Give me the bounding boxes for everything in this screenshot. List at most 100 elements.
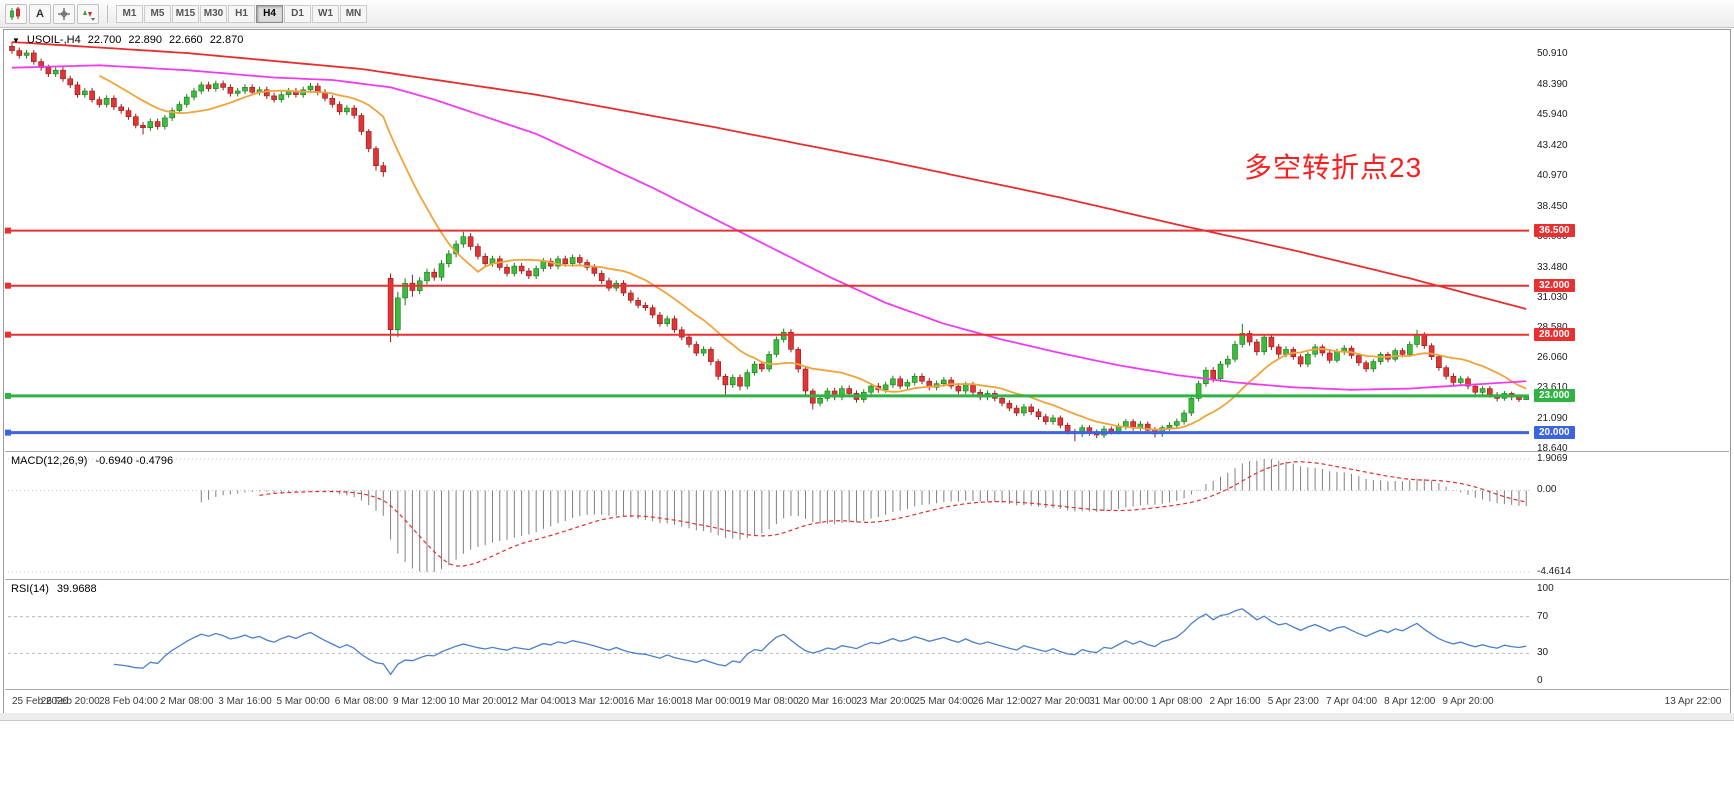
ma-fast-line <box>98 74 1527 431</box>
time-tick-label: 2 Mar 08:00 <box>160 696 214 707</box>
timeframe-button-w1[interactable]: W1 <box>312 4 339 23</box>
time-tick-label: 20 Mar 16:00 <box>797 696 857 707</box>
rsi-axis: 100 70 30 0 <box>1531 581 1731 688</box>
annotation-text[interactable]: 多空转折点23 <box>1244 152 1423 183</box>
time-tick-label: 5 Mar 00:00 <box>276 696 330 707</box>
time-tick-label: 13 Mar 12:00 <box>564 696 624 707</box>
time-tick-label: 13 Apr 22:00 <box>1664 696 1722 707</box>
ohlc-low: 22.660 <box>169 34 203 46</box>
time-tick-label: 9 Apr 20:00 <box>1442 696 1494 707</box>
ma-slow-line <box>11 41 1527 310</box>
price-tick-label: 40.970 <box>1537 169 1568 181</box>
price-tick-label: 48.390 <box>1537 79 1568 90</box>
macd-scale-zero: 0.00 <box>1537 484 1557 496</box>
toolbar-button-new-order[interactable] <box>77 3 99 24</box>
price-badge-23.000: 23.000 <box>1534 388 1575 402</box>
macd-scale-max: 1.9069 <box>1537 453 1568 464</box>
price-badge-28.000: 28.000 <box>1534 327 1575 341</box>
rsi-line <box>113 608 1527 676</box>
chart-title: ▼ USOIL-,H4 22.700 22.890 22.660 22.870 <box>12 34 250 46</box>
rsi-scale-label: 70 <box>1537 610 1549 622</box>
top-toolbar: A M1 M5 M15 M30 H1 H4 D1 W1 MN <box>0 0 1734 28</box>
ohlc-close: 22.870 <box>209 34 244 46</box>
macd-pane[interactable] <box>5 453 1531 578</box>
price-axis[interactable]: 50.91048.39045.94043.42040.97038.45036.0… <box>1531 30 1731 690</box>
time-tick-label: 18 Mar 00:00 <box>681 696 741 707</box>
toolbar-button-candlestick-chart[interactable] <box>5 3 27 24</box>
price-tick-label: 31.030 <box>1537 291 1568 303</box>
main-price-pane[interactable] <box>5 31 1531 451</box>
macd-values: -0.6940 -0.4796 <box>95 455 174 467</box>
timeframe-button-d1[interactable]: D1 <box>284 4 311 23</box>
timeframe-button-m1[interactable]: M1 <box>116 4 143 23</box>
pane-divider-macd[interactable] <box>5 451 1729 452</box>
rsi-scale-label: 0 <box>1537 675 1543 686</box>
timeframe-button-h4[interactable]: H4 <box>256 4 283 23</box>
hline-anchor <box>5 227 11 234</box>
hline-anchor <box>5 282 11 289</box>
price-badge-36.500: 36.500 <box>1534 223 1575 237</box>
price-tick-label: 50.910 <box>1537 48 1568 60</box>
time-tick-label: 27 Mar 20:00 <box>1030 696 1090 707</box>
time-tick-label: 6 Mar 08:00 <box>334 696 389 707</box>
time-axis[interactable]: 25 Feb 2020 26 Feb 20:00 28 Feb 04:00 2 Mar… <box>4 690 1730 713</box>
time-tick-label: 3 Mar 16:00 <box>218 696 272 707</box>
price-tick-label: 45.940 <box>1537 109 1568 120</box>
macd-label: MACD(12,26,9) -0.6940 -0.4796 <box>11 455 181 467</box>
time-tick-label: 10 Mar 20:00 <box>448 696 508 707</box>
chart-window: ▼ USOIL-,H4 22.700 22.890 22.660 22.870 多空转折点… <box>3 29 1731 713</box>
ohlc-open: 22.700 <box>87 34 122 46</box>
ohlc-high: 22.890 <box>128 34 163 46</box>
time-tick-label: 5 Apr 23:00 <box>1267 696 1319 707</box>
time-tick-label: 7 Apr 04:00 <box>1325 696 1378 707</box>
timeframe-button-mn[interactable]: MN <box>340 4 367 23</box>
hline-anchor <box>5 429 11 436</box>
time-tick-label: 12 Mar 04:00 <box>506 696 566 707</box>
candlestick-chart-icon <box>10 6 20 20</box>
symbol-timeframe-label: USOIL-,H4 <box>26 34 81 46</box>
time-tick-label: 31 Mar 00:00 <box>1089 696 1149 707</box>
macd-signal-line <box>259 461 1527 567</box>
macd-scale-min: -4.4614 <box>1537 566 1571 577</box>
rsi-pane[interactable] <box>5 581 1531 688</box>
timeframe-button-h1[interactable]: H1 <box>228 4 255 23</box>
timeframe-button-m5[interactable]: M5 <box>144 4 171 23</box>
new-order-icon <box>83 9 95 21</box>
chart-dropdown-icon[interactable]: ▼ <box>12 36 20 45</box>
macd-name: MACD(12,26,9) <box>11 455 88 467</box>
price-tick-label: 23.610 <box>1537 382 1568 394</box>
timeframe-group: M1 M5 M15 M30 H1 H4 D1 W1 MN <box>116 4 368 23</box>
time-tick-label: 26 Feb 20:00 <box>40 696 100 707</box>
toolbar-button-cursor[interactable]: A <box>29 3 51 24</box>
price-tick-label: 26.060 <box>1537 352 1568 364</box>
time-tick-label: 25 Feb 2020 <box>12 696 69 707</box>
rsi-scale-label: 100 <box>1537 583 1554 594</box>
time-tick-label: 19 Mar 08:00 <box>739 696 799 707</box>
timeframe-button-m15[interactable]: M15 <box>172 4 199 23</box>
cursor-icon: A <box>36 7 44 20</box>
macd-histogram <box>200 459 1527 572</box>
price-tick-label: 28.580 <box>1537 322 1568 333</box>
hline-anchor <box>5 392 11 399</box>
pane-divider-rsi[interactable] <box>5 579 1729 580</box>
time-tick-label: 23 Mar 20:00 <box>856 696 916 707</box>
time-tick-label: 16 Mar 16:00 <box>623 696 683 707</box>
timeframe-button-m30[interactable]: M30 <box>200 4 227 23</box>
crosshair-icon <box>58 7 70 20</box>
rsi-label: RSI(14) 39.9688 <box>11 583 105 595</box>
time-tick-label: 2 Apr 16:00 <box>1209 696 1261 707</box>
time-tick-label: 28 Feb 04:00 <box>99 696 158 707</box>
hline-anchor <box>5 331 11 338</box>
toolbar-separator <box>107 4 108 23</box>
time-tick-label: 25 Mar 04:00 <box>914 696 974 707</box>
toolbar-icon-group: A <box>5 3 99 24</box>
time-axis-divider <box>5 689 1729 690</box>
toolbar-button-crosshair[interactable] <box>53 3 75 24</box>
price-badge-32.000: 32.000 <box>1534 278 1575 292</box>
time-tick-label: 26 Mar 12:00 <box>972 696 1032 707</box>
price-tick-label: 33.480 <box>1537 261 1568 273</box>
price-tick-label: 38.450 <box>1537 200 1568 212</box>
price-tick-label: 43.420 <box>1537 139 1568 151</box>
price-tick-label: 21.090 <box>1537 413 1568 425</box>
